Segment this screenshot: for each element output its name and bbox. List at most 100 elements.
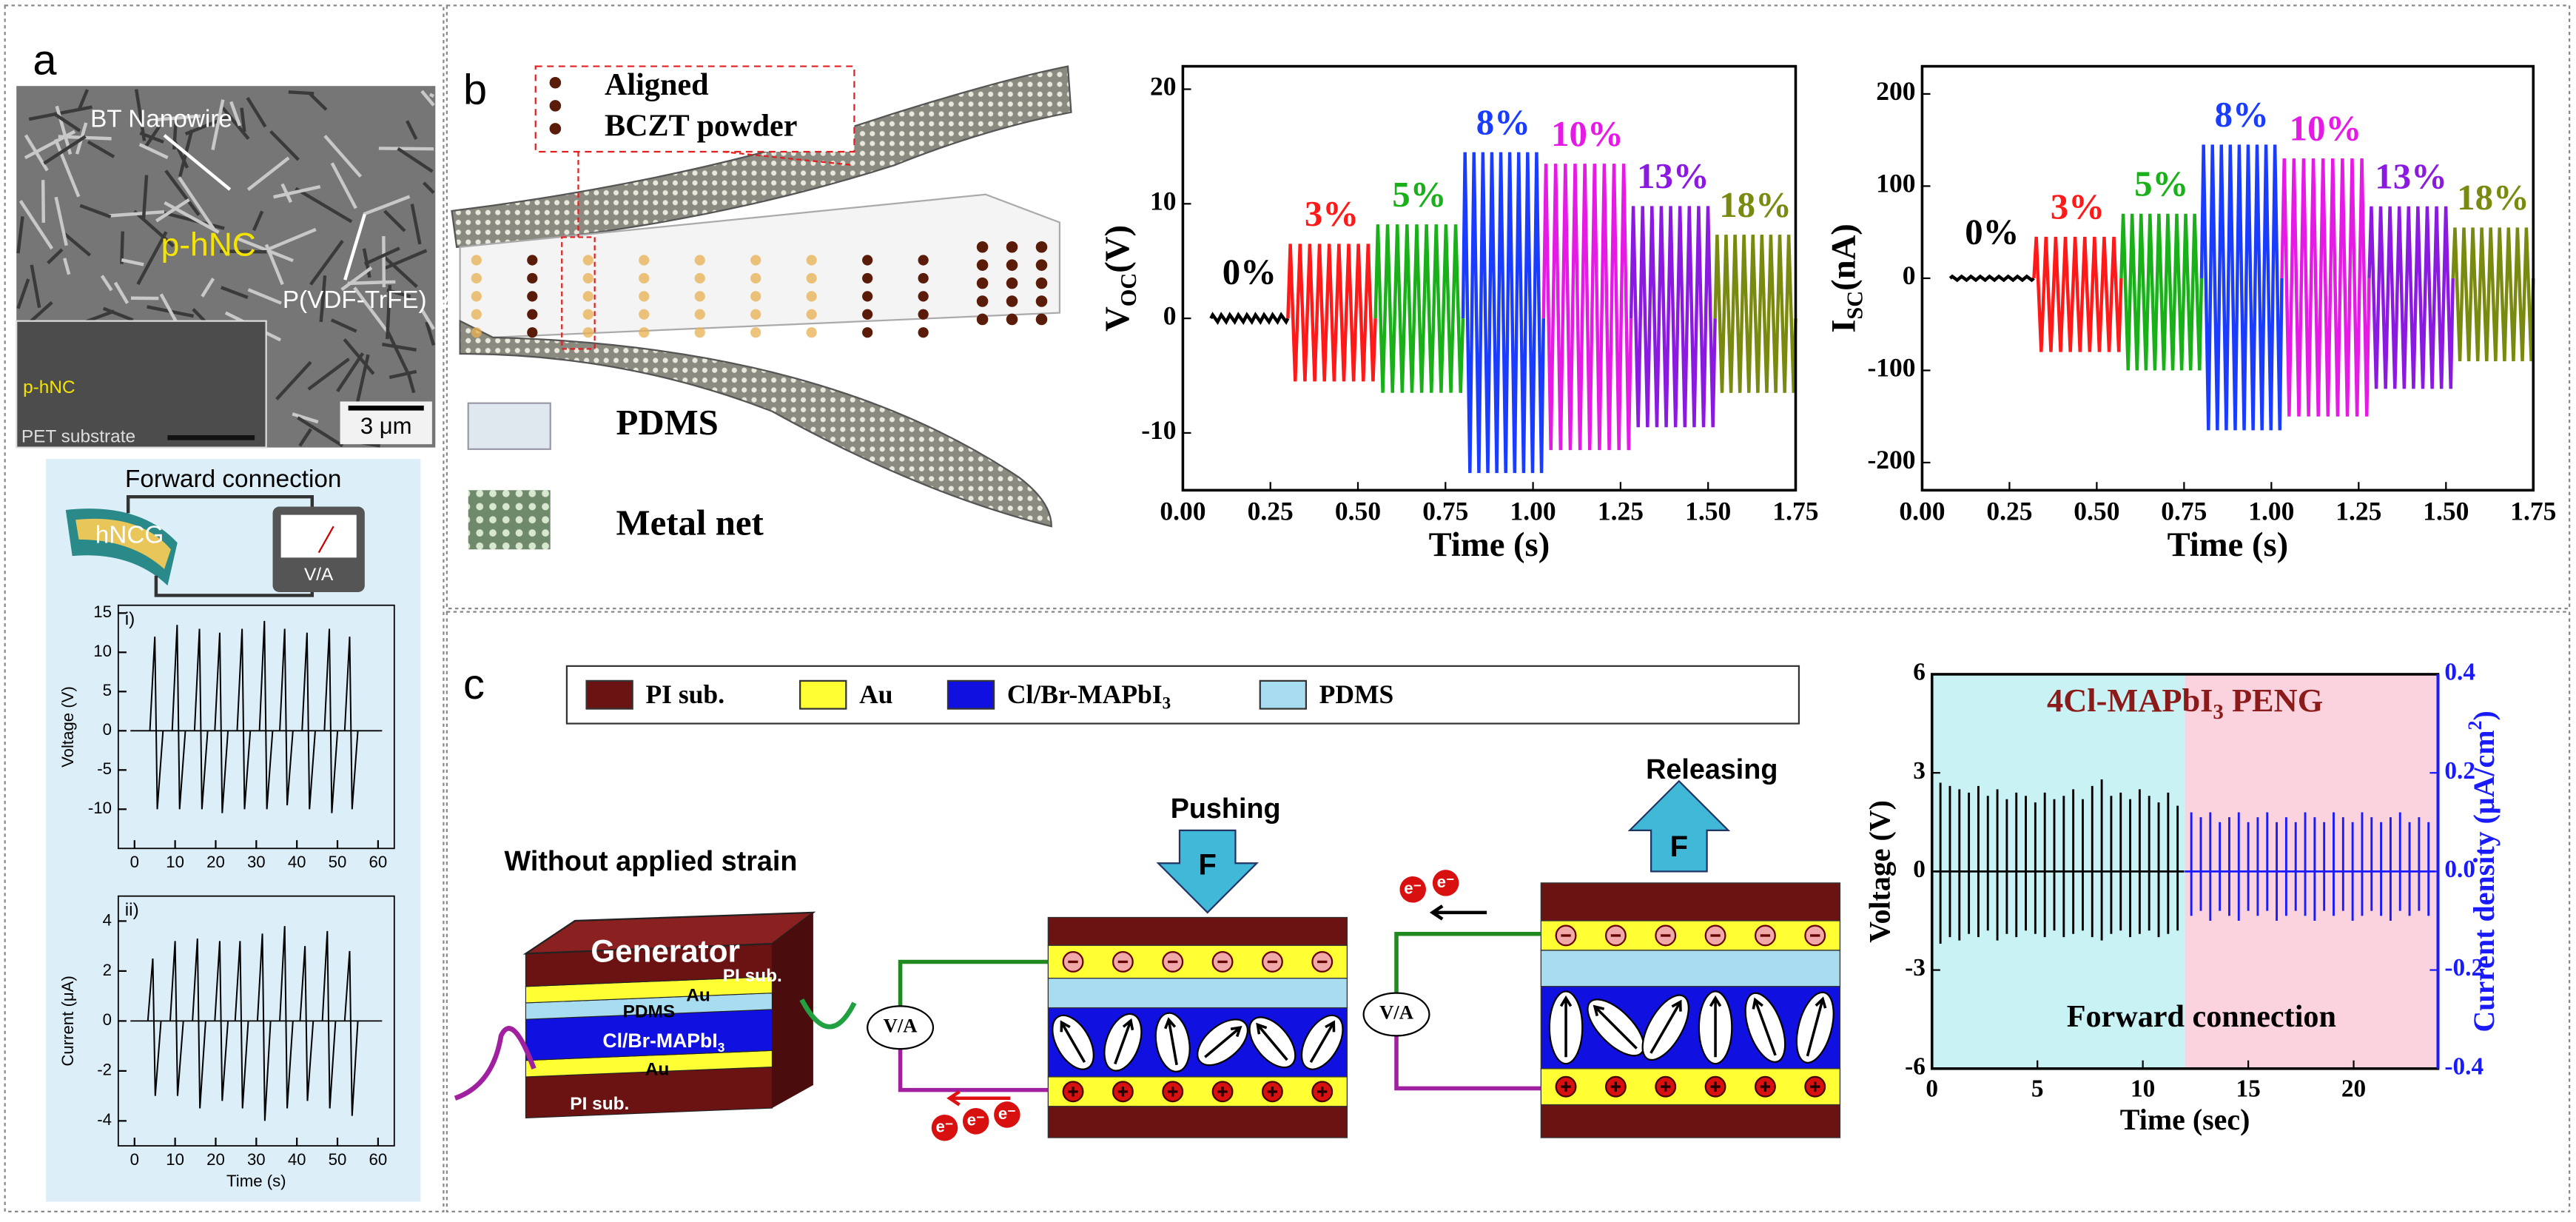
y2-tick-label: 0.2 <box>2444 757 2475 785</box>
dipole-arrow <box>1649 999 1682 1054</box>
plot-frame <box>117 895 395 1147</box>
nanowire <box>353 286 390 334</box>
y-tick-label: -4 <box>97 1110 112 1129</box>
y2-tick-label: -0.4 <box>2444 1053 2483 1080</box>
bczt-particle <box>527 327 538 338</box>
nanowire <box>252 210 264 232</box>
dipole-arrow <box>1709 995 1722 1058</box>
chart-title-part: 3 <box>2213 700 2223 724</box>
segment-label: 0% <box>1223 252 1277 292</box>
bczt-particle <box>582 327 593 338</box>
legend-label: PI sub. <box>645 679 724 709</box>
force-arrow <box>1627 779 1731 873</box>
y-axis-label-part: (nA) <box>1824 224 1863 291</box>
x-tick-label: 10 <box>166 853 184 871</box>
charge-sign <box>1561 1081 1571 1092</box>
spike <box>214 941 229 1101</box>
nanowire <box>246 156 290 191</box>
nanowire <box>121 258 144 266</box>
y-tick-label: 0 <box>1903 261 1916 290</box>
nanowire <box>53 138 81 198</box>
signal-segment <box>2119 213 2204 371</box>
nanowire <box>164 169 201 216</box>
charge-sign <box>1267 1087 1278 1097</box>
nanowire <box>363 246 400 266</box>
nanowire <box>323 135 363 178</box>
nanowire <box>273 184 321 199</box>
scale-label: 3 μm <box>360 413 412 439</box>
nanowire <box>229 101 242 127</box>
b-schematic <box>451 65 1072 550</box>
bczt-particle <box>1035 241 1048 253</box>
bczt-particle <box>918 327 929 338</box>
segment-label: 3% <box>1305 193 1359 234</box>
spike <box>256 933 272 1121</box>
stack-layer-label-part: 3 <box>718 1040 725 1055</box>
x-tick-label: 0.00 <box>1899 496 1945 526</box>
wire <box>454 1026 537 1101</box>
nanowire <box>120 231 124 264</box>
bczt-particle <box>750 272 761 284</box>
nanowire <box>266 227 317 252</box>
x-tick-label: 1.75 <box>1772 496 1818 526</box>
nanowire <box>420 308 435 330</box>
nanowire <box>275 360 312 400</box>
signal-segment <box>2367 206 2455 389</box>
nanowire <box>155 198 190 223</box>
dipole-arrow <box>1806 996 1827 1057</box>
dipole <box>1744 992 1786 1063</box>
dipole-arrow <box>1204 1026 1242 1058</box>
x-tick-label: 40 <box>288 853 306 871</box>
bczt-particle <box>806 272 817 284</box>
stack-layer-label: Au <box>645 1059 670 1079</box>
nanowire <box>41 180 45 223</box>
x-tick-label: 1.00 <box>1510 496 1556 526</box>
y-axis-label-part: V <box>1098 306 1137 332</box>
y-axis-label: Voltage (V) <box>58 686 77 768</box>
dipole-arrow <box>1309 1020 1336 1064</box>
dipole <box>1052 1014 1094 1070</box>
stack-layer-label: Cl/Br-MAPbI3 <box>602 1030 724 1055</box>
arrow <box>163 134 232 191</box>
nanowire <box>107 209 165 218</box>
bczt-particle <box>976 295 989 307</box>
y-tick-label: 0 <box>103 720 112 739</box>
meter <box>867 1005 935 1050</box>
segment-label: 5% <box>1392 174 1446 215</box>
bczt-particle <box>582 309 593 320</box>
x-tick-label: 1.00 <box>2248 496 2294 526</box>
action-label: Pushing <box>1171 793 1281 824</box>
device-layer <box>1047 1007 1348 1078</box>
current-arrow <box>1429 904 1487 921</box>
chart-annotation: Forward connection <box>2067 999 2336 1034</box>
nanowire <box>269 130 300 161</box>
dipole <box>1548 990 1584 1065</box>
nanowire <box>240 107 246 132</box>
wire <box>898 1049 1049 1092</box>
y-axis-label: VOC(V) <box>1098 225 1141 332</box>
x-tick-label: 1.75 <box>2510 496 2556 526</box>
stack-layer-label: PI sub. <box>723 966 782 986</box>
chart-title: 4Cl-MAPbI3 PENG <box>2047 682 2323 724</box>
sem-annotation: p-hNC <box>161 226 256 263</box>
segment-label: 0% <box>1965 211 2019 252</box>
x-tick-label: 1.50 <box>1685 496 1731 526</box>
bczt-particle <box>1006 295 1018 307</box>
x-tick-label: 60 <box>369 853 388 871</box>
dipole <box>1103 1013 1143 1072</box>
spike <box>279 926 294 1109</box>
nanowire <box>24 130 76 160</box>
wire <box>1394 1035 1541 1091</box>
y-axis-label-part: (V) <box>1098 225 1137 273</box>
dipole-arrow <box>1256 1022 1288 1061</box>
spike <box>343 637 359 810</box>
state-label: Without applied strain <box>505 845 798 876</box>
x-tick-label: 15 <box>2236 1075 2260 1102</box>
nanowire <box>141 175 149 220</box>
callout-text: Aligned <box>605 67 709 102</box>
bczt-particle <box>1006 313 1018 326</box>
dipole <box>1795 991 1835 1064</box>
signal-segment <box>1209 312 1290 325</box>
y-tick-label: 3 <box>1913 757 1926 785</box>
x-tick-label: 5 <box>2031 1075 2044 1102</box>
